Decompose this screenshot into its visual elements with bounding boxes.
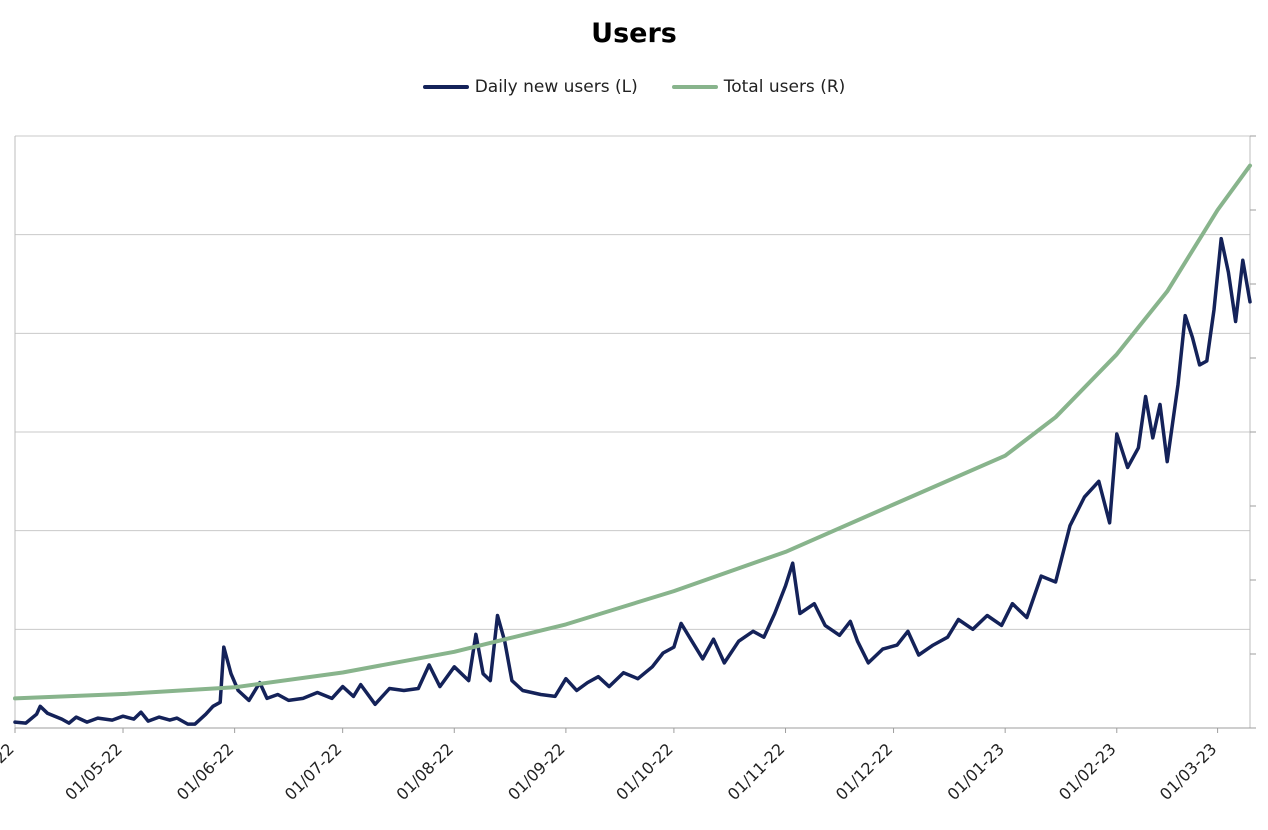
x-tick-label: 01/05-22 — [61, 739, 126, 804]
x-tick-label: 01/12-22 — [832, 739, 897, 804]
x-tick-label: 01/08-22 — [393, 739, 458, 804]
x-tick-label: 01/11-22 — [724, 739, 789, 804]
x-tick-label: 01/04-22 — [0, 739, 18, 804]
x-tick-label: 01/03-23 — [1156, 739, 1221, 804]
x-tick-label: 01/06-22 — [173, 739, 238, 804]
x-tick-label: 01/07-22 — [281, 739, 346, 804]
x-tick-label: 01/01-23 — [943, 739, 1008, 804]
x-tick-label: 01/02-23 — [1055, 739, 1120, 804]
x-tick-label: 01/10-22 — [612, 739, 677, 804]
series-line-daily-new-users — [15, 239, 1250, 724]
x-tick-label: 01/09-22 — [504, 739, 569, 804]
